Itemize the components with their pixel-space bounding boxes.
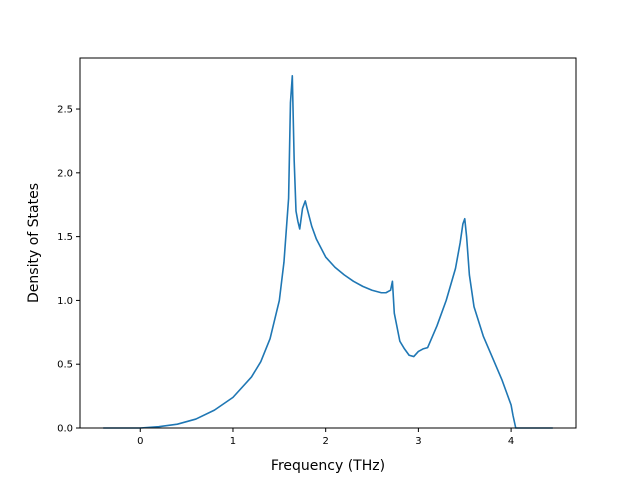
y-tick-label: 0.5 [57, 360, 73, 371]
x-tick-label: 4 [508, 436, 514, 447]
x-tick-label: 1 [230, 436, 236, 447]
plot-frame [79, 57, 577, 429]
series-group [103, 75, 553, 429]
y-tick-label: 2.5 [57, 105, 73, 116]
ticks: 0 1 2 3 4 0.0 0.5 1.0 1.5 2.0 2.5 [57, 105, 514, 447]
y-tick-label: 1.5 [57, 232, 73, 243]
y-tick-label: 1.0 [57, 296, 73, 307]
y-axis-label: Density of States [26, 183, 42, 303]
y-tick-label: 2.0 [57, 168, 73, 179]
plot-area [80, 58, 576, 428]
x-axis-label: Frequency (THz) [271, 458, 385, 474]
y-tick-label: 0.0 [57, 424, 73, 435]
series-line [103, 75, 553, 429]
x-tick-label: 3 [415, 436, 421, 447]
x-tick-label: 0 [137, 436, 143, 447]
x-tick-label: 2 [322, 436, 328, 447]
